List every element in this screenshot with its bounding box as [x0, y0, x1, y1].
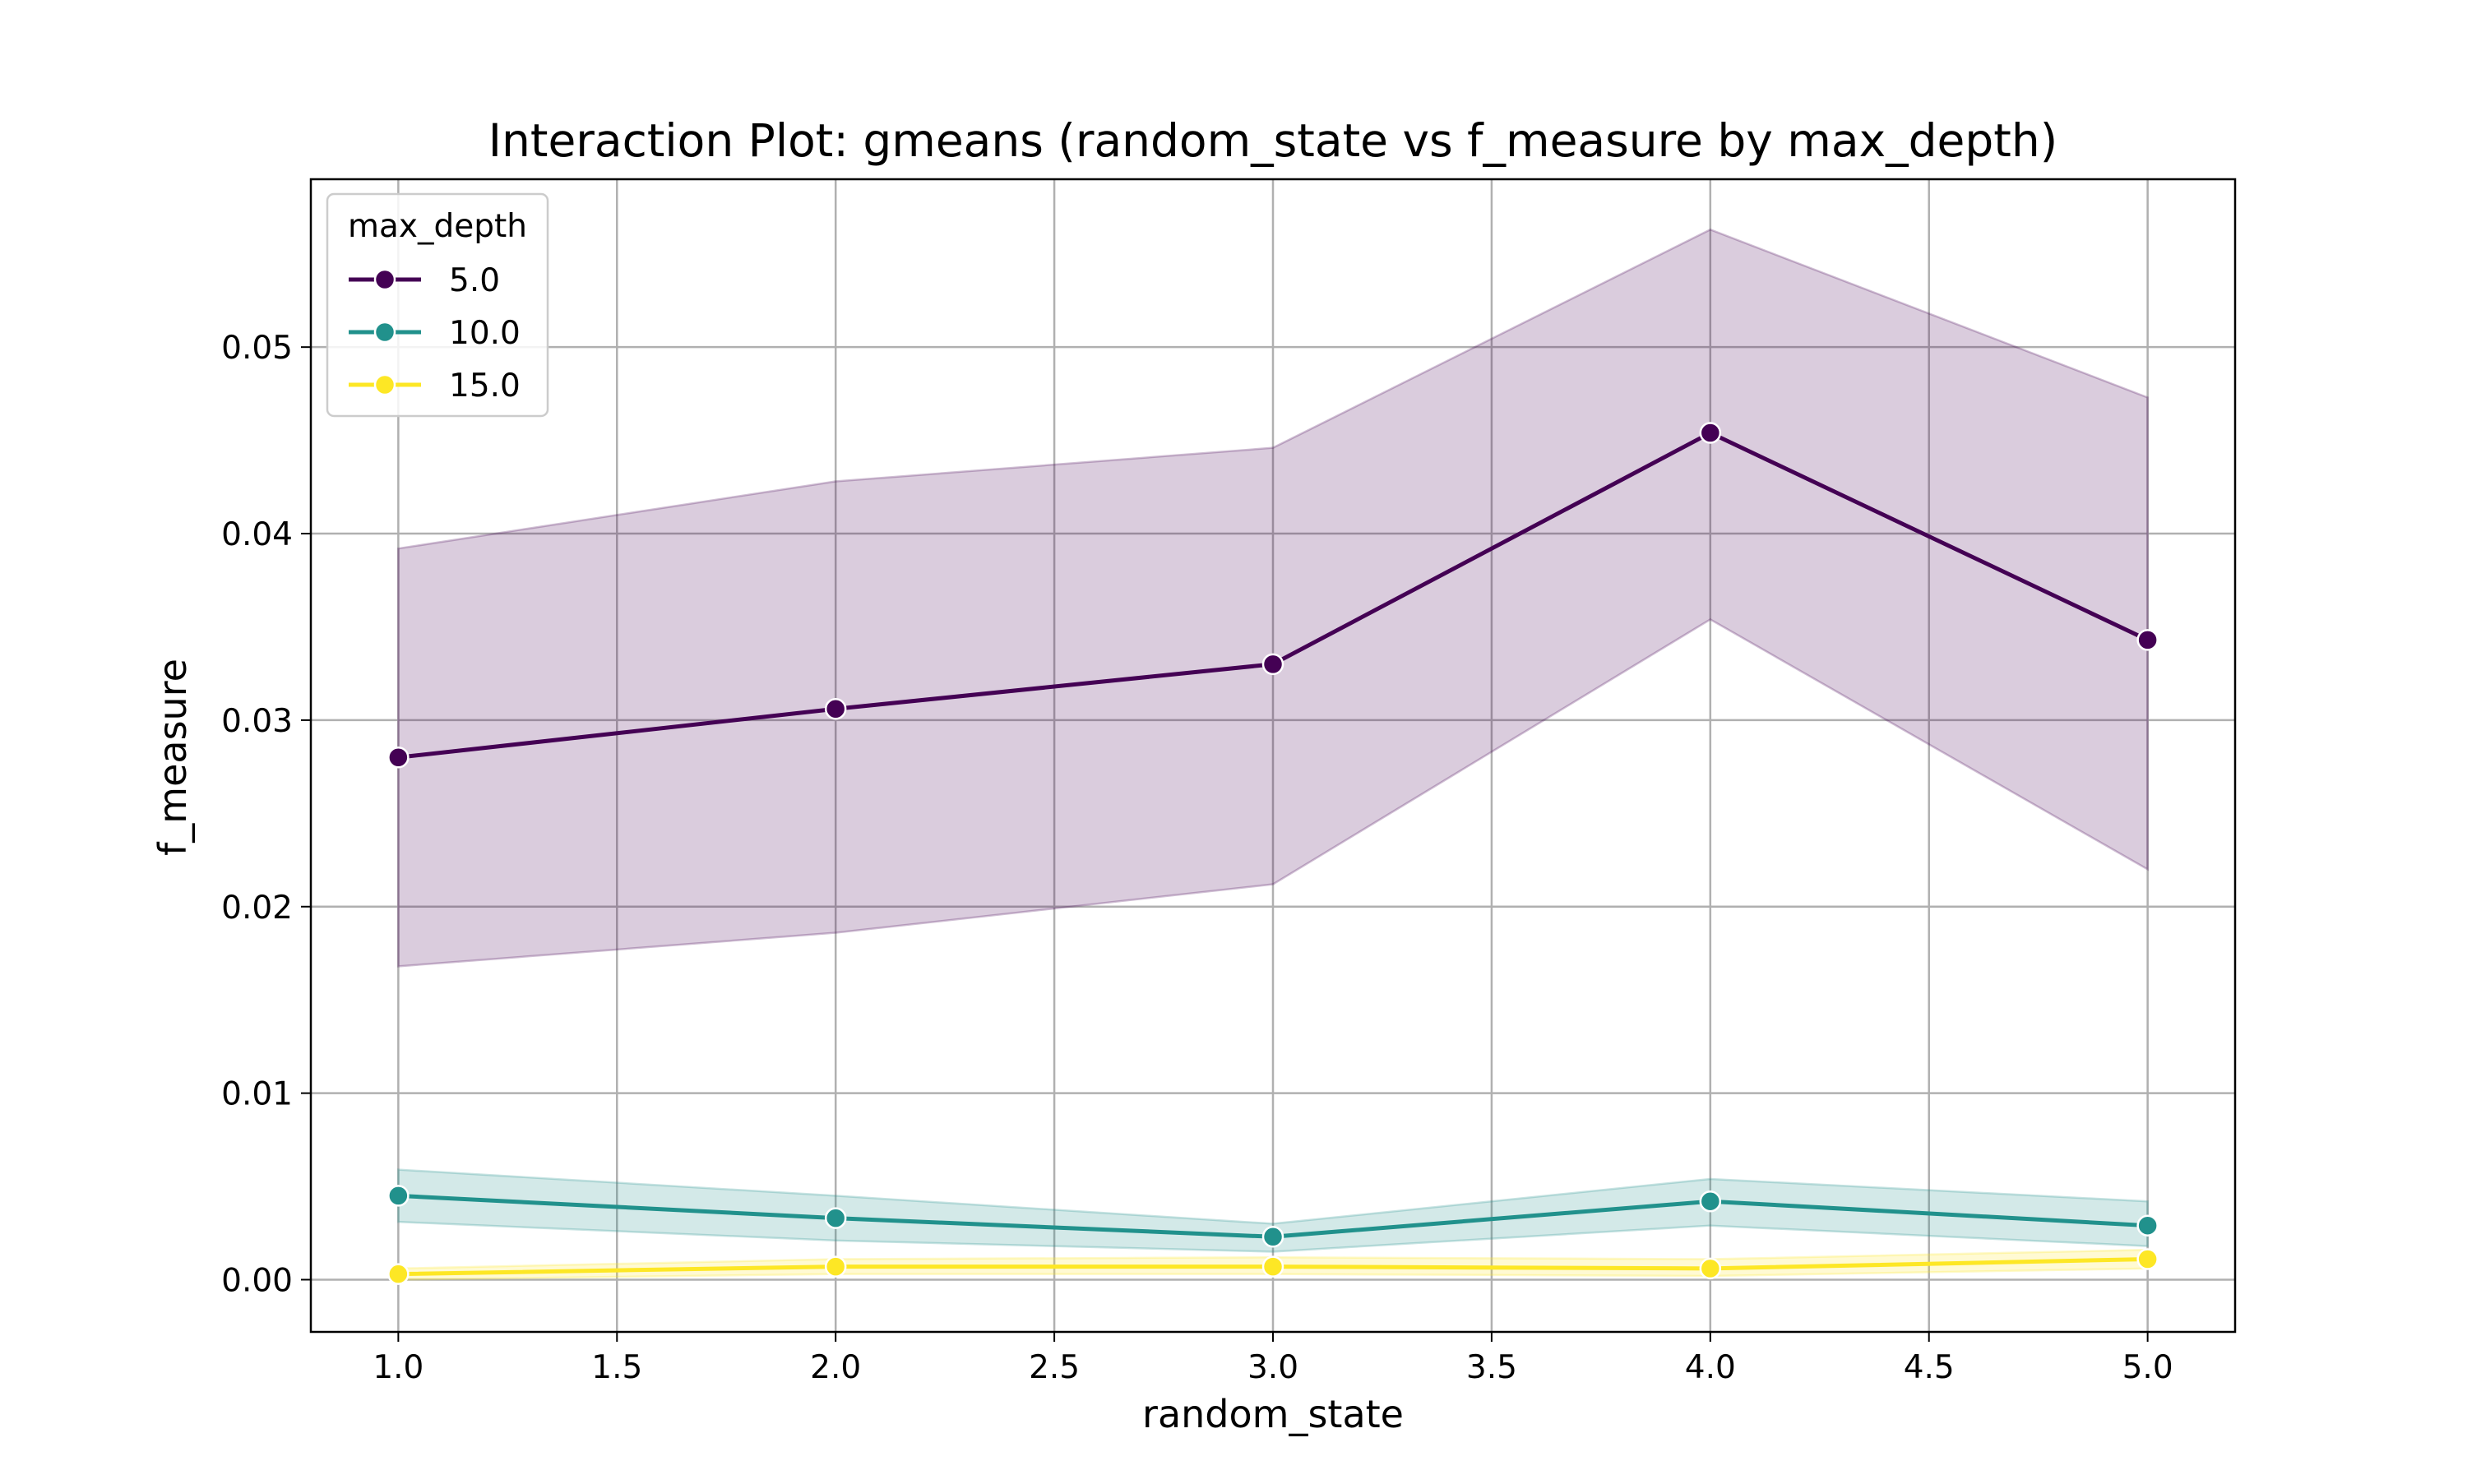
chart-title: Interaction Plot: gmeans (random_state v… [488, 114, 2057, 167]
x-tick-label: 1.0 [373, 1349, 424, 1386]
legend-label: 5.0 [449, 262, 500, 299]
data-point [1699, 1190, 1722, 1213]
data-point [387, 747, 410, 769]
legend-marker [373, 373, 396, 396]
x-tick-label: 2.0 [810, 1349, 861, 1386]
ci-band-series-1 [397, 1168, 2149, 1253]
legend-items: 5.0 10.0 15.0 [349, 262, 521, 405]
legend-label: 10.0 [449, 315, 521, 352]
legend-label: 15.0 [449, 368, 521, 405]
x-tick-label: 4.0 [1685, 1349, 1736, 1386]
grid-lines [311, 179, 2235, 1332]
y-tick-label: 0.02 [221, 890, 293, 927]
legend-title: max_depth [348, 208, 527, 245]
data-point [1261, 1226, 1284, 1248]
data-point [824, 1255, 847, 1278]
x-axis-ticks: 1.0 1.5 2.0 2.5 3.0 3.5 4.0 4.5 5.0 [373, 1332, 2173, 1386]
legend: max_depth 5.0 10.0 15.0 [326, 192, 549, 418]
data-point [1261, 653, 1284, 676]
y-tick-label: 0.05 [221, 330, 293, 367]
y-axis-label: f_measure [150, 659, 195, 856]
x-tick-label: 4.5 [1904, 1349, 1955, 1386]
legend-box [326, 192, 549, 418]
x-axis-label: random_state [1142, 1392, 1404, 1436]
data-point [1699, 1257, 1722, 1280]
y-tick-label: 0.04 [221, 516, 293, 553]
data-point [387, 1185, 410, 1207]
x-tick-label: 3.5 [1466, 1349, 1517, 1386]
data-point [824, 1207, 847, 1229]
x-tick-label: 3.0 [1247, 1349, 1298, 1386]
data-point [387, 1263, 410, 1285]
x-tick-label: 2.5 [1029, 1349, 1080, 1386]
y-tick-label: 0.03 [221, 703, 293, 740]
y-tick-label: 0.01 [221, 1076, 293, 1113]
data-point [824, 698, 847, 720]
legend-marker [373, 321, 396, 344]
y-tick-label: 0.00 [221, 1262, 293, 1299]
series-points [387, 422, 2159, 1285]
data-point [1261, 1255, 1284, 1278]
data-point [2136, 1248, 2159, 1270]
data-point [2136, 1214, 2159, 1237]
data-point [2136, 629, 2159, 651]
x-tick-label: 5.0 [2122, 1349, 2173, 1386]
data-point [1699, 422, 1722, 444]
x-tick-label: 1.5 [591, 1349, 642, 1386]
ci-band-series-0 [397, 228, 2149, 968]
y-axis-ticks: 0.00 0.01 0.02 0.03 0.04 0.05 [221, 330, 311, 1299]
legend-marker [373, 268, 396, 291]
